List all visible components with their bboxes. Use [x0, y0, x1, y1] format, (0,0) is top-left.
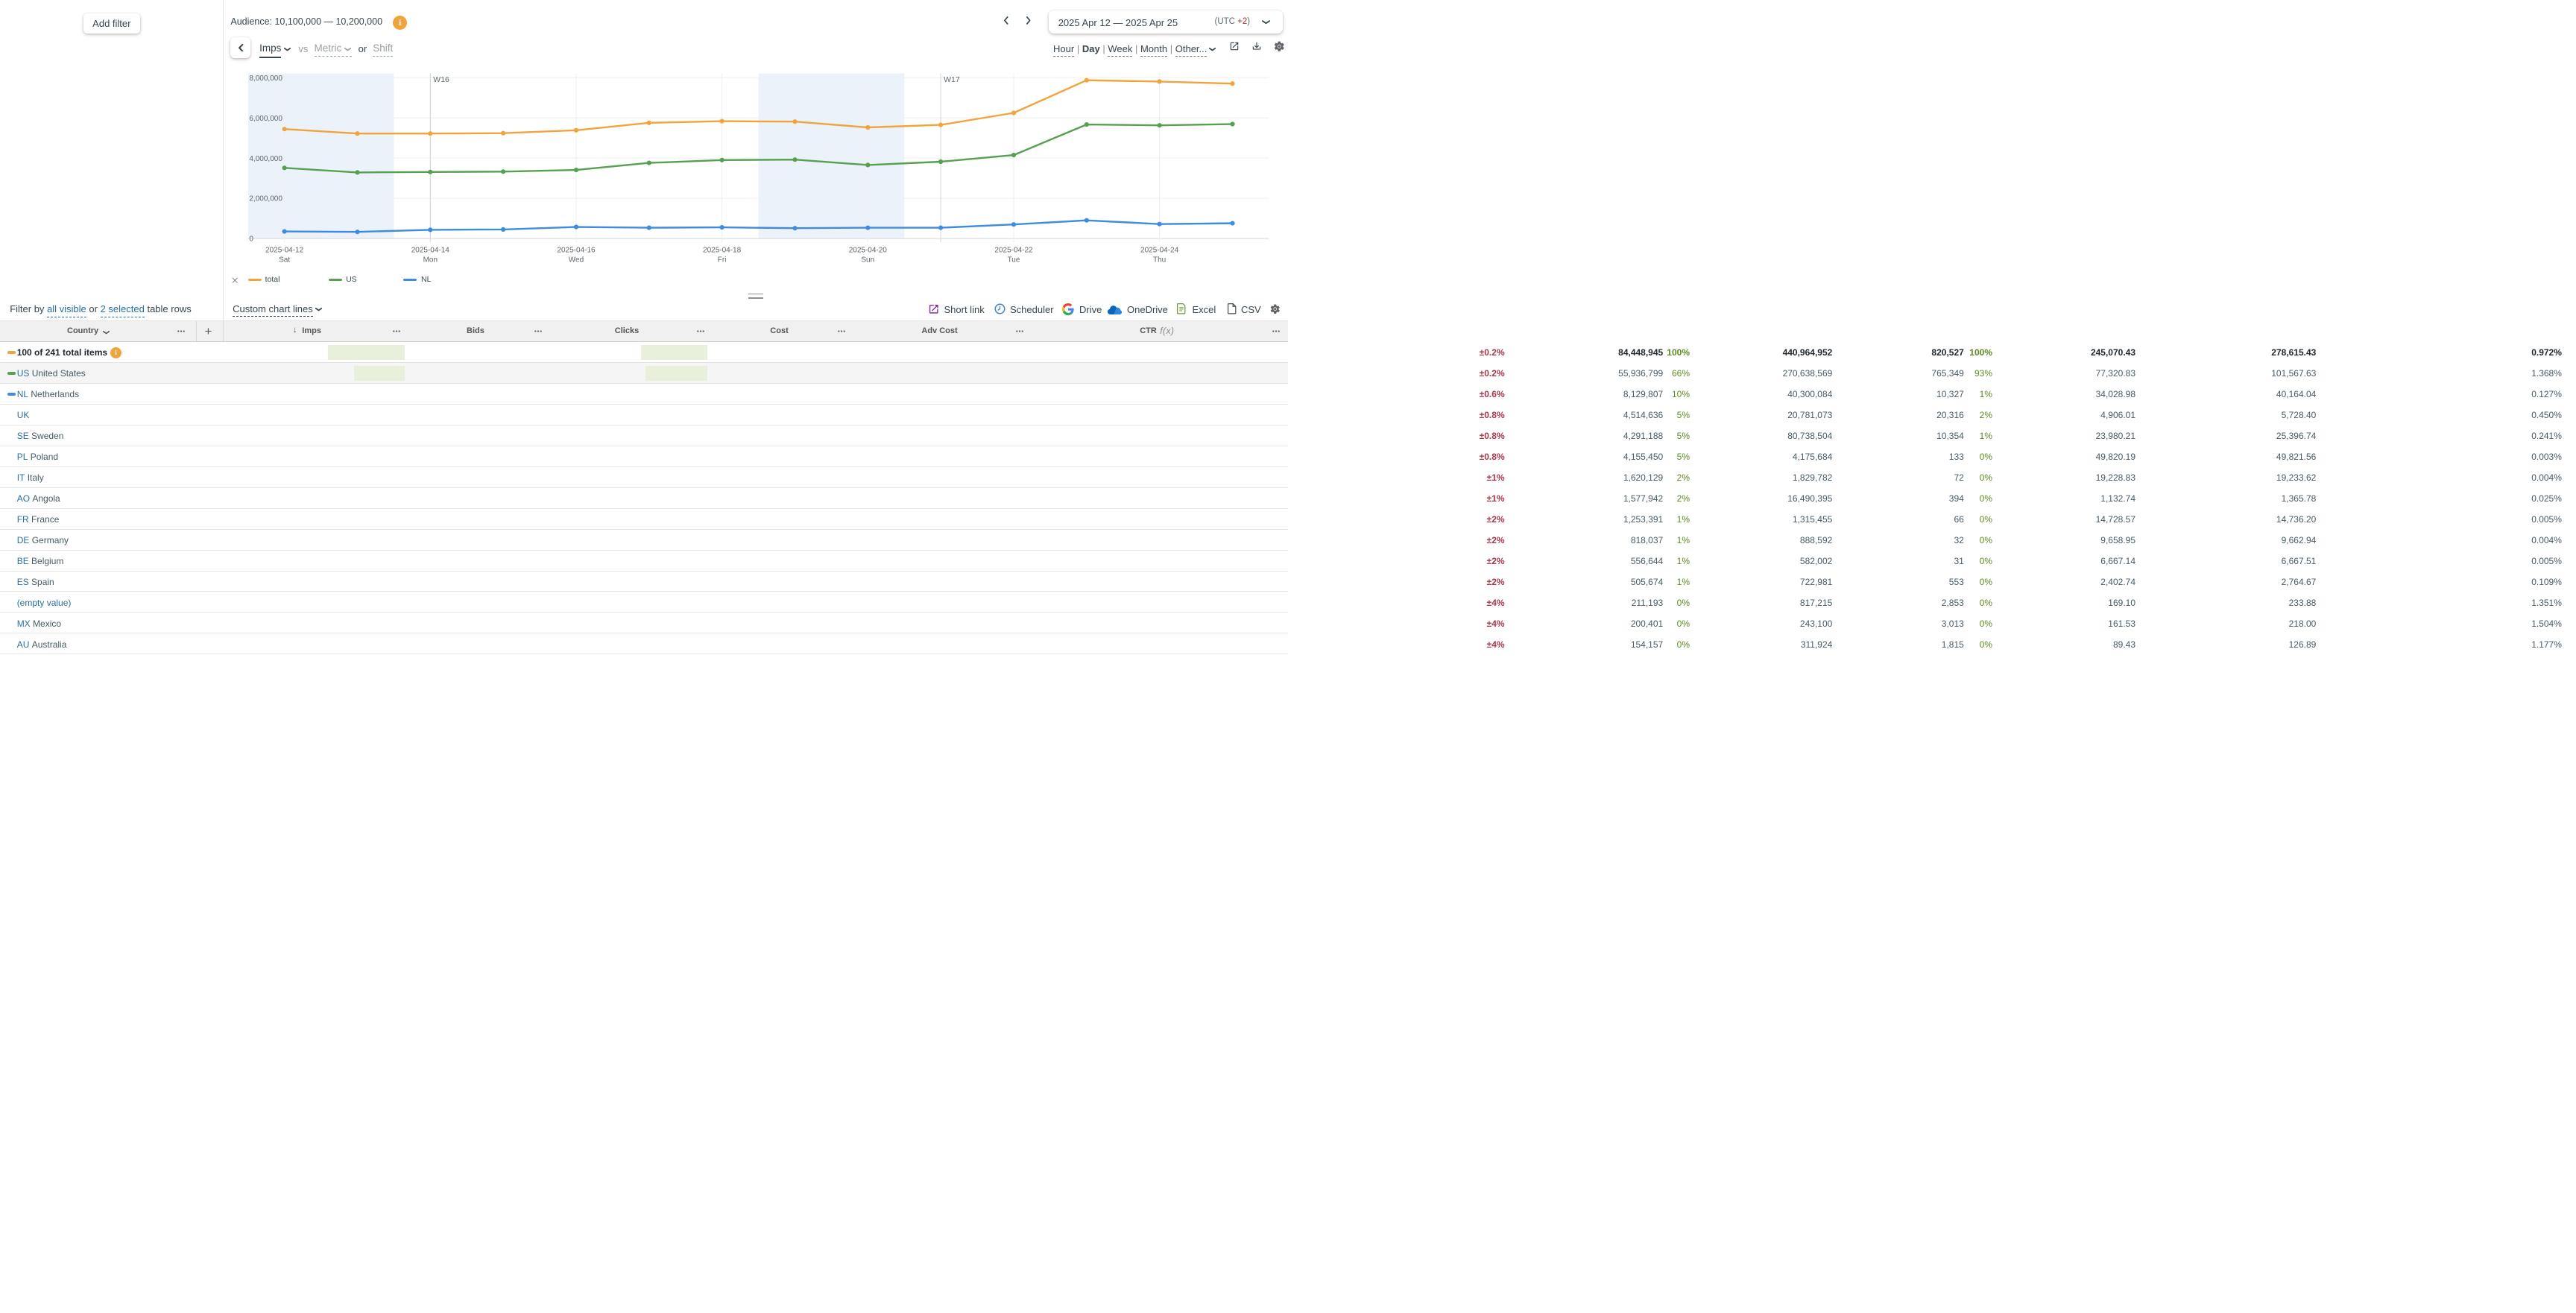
svg-text:2025-04-20: 2025-04-20 — [849, 247, 888, 255]
svg-text:W16: W16 — [433, 75, 449, 84]
svg-text:Thu: Thu — [1153, 256, 1166, 265]
svg-text:Sat: Sat — [279, 256, 290, 265]
svg-text:Wed: Wed — [569, 256, 584, 265]
svg-text:2,000,000: 2,000,000 — [249, 195, 282, 203]
svg-text:0: 0 — [249, 235, 253, 244]
svg-text:6,000,000: 6,000,000 — [249, 115, 282, 123]
svg-text:W17: W17 — [944, 75, 960, 84]
svg-text:2025-04-16: 2025-04-16 — [557, 247, 596, 255]
svg-text:4,000,000: 4,000,000 — [249, 155, 282, 163]
svg-text:2025-04-14: 2025-04-14 — [411, 247, 450, 255]
svg-text:2025-04-18: 2025-04-18 — [703, 247, 742, 255]
svg-text:2025-04-24: 2025-04-24 — [1140, 247, 1179, 255]
svg-text:2025-04-22: 2025-04-22 — [994, 247, 1033, 255]
svg-text:Tue: Tue — [1008, 256, 1020, 265]
svg-text:Fri: Fri — [718, 256, 727, 265]
svg-text:Mon: Mon — [423, 256, 438, 265]
svg-text:2025-04-12: 2025-04-12 — [265, 247, 304, 255]
svg-text:8,000,000: 8,000,000 — [249, 75, 282, 83]
svg-text:Sun: Sun — [861, 256, 874, 265]
